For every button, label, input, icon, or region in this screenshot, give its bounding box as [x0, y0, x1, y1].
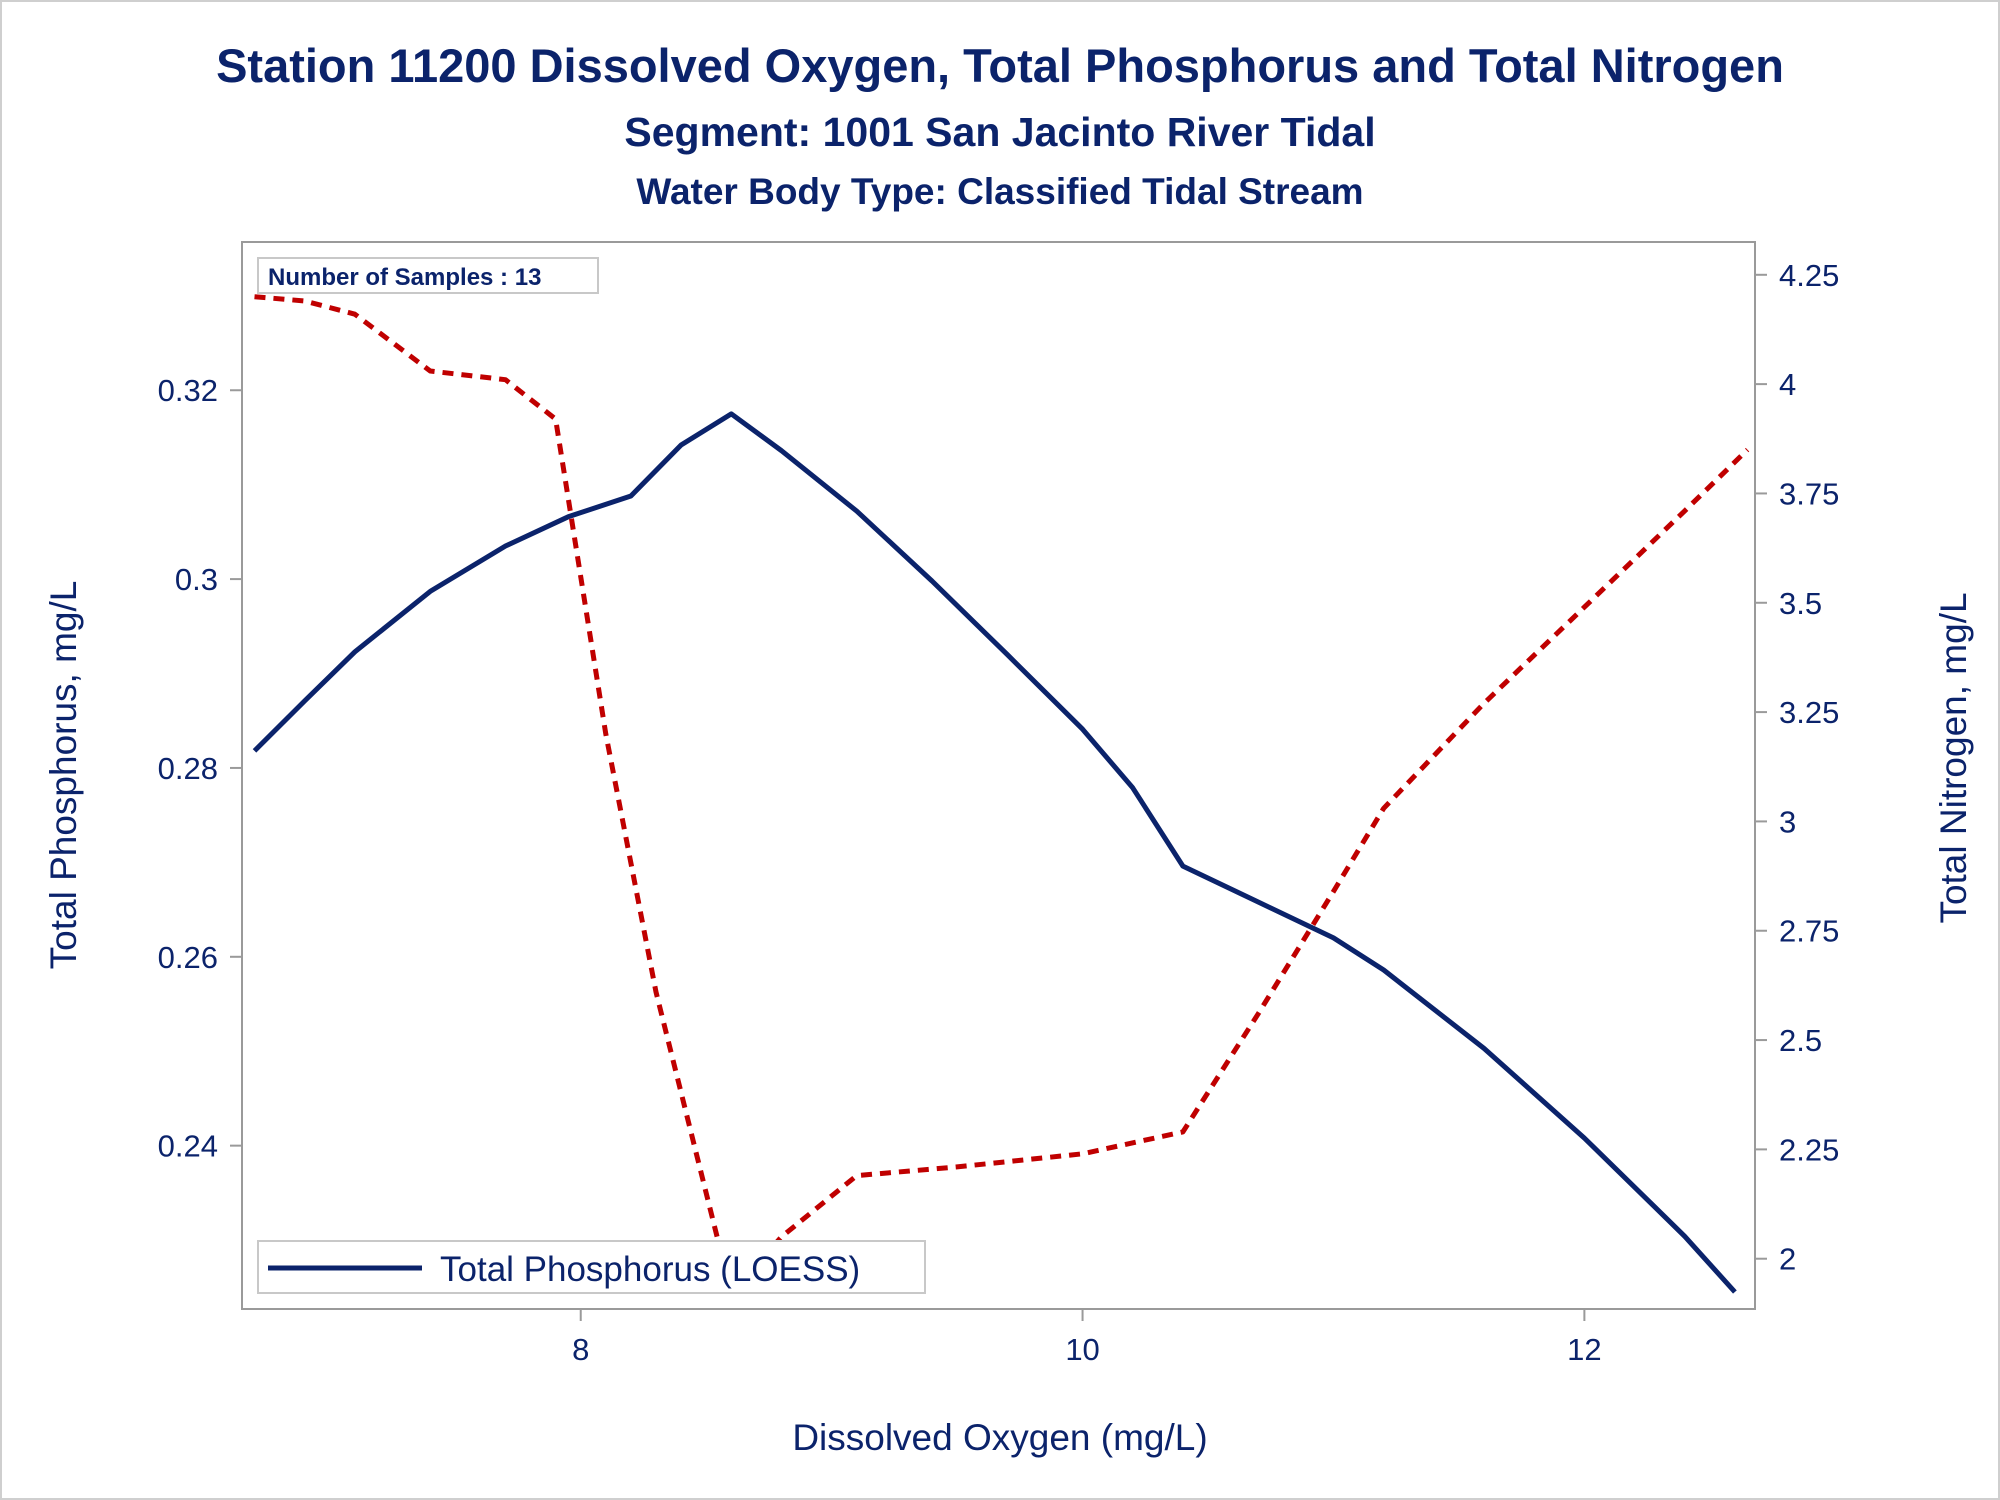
x-axis-label: Dissolved Oxygen (mg/L) [792, 1417, 1207, 1458]
legend: Total Phosphorus (LOESS) [257, 1240, 926, 1294]
y-tick-label: 0.32 [158, 373, 218, 408]
y-axis-left-ticks: 0.24 0.26 0.28 0.3 0.32 [158, 373, 242, 1164]
y-axis-right-ticks: 2 2.25 2.5 2.75 3 3.25 3.5 3.75 4 4.25 [1755, 258, 1839, 1277]
y2-tick-label: 3.5 [1779, 586, 1822, 621]
y2-tick-label: 3.75 [1779, 476, 1839, 511]
y2-tick-label: 3 [1779, 804, 1796, 839]
plot-area [241, 241, 1756, 1310]
y2-tick-label: 2 [1779, 1242, 1796, 1277]
y-axis-right-label: Total Nitrogen, mg/L [1933, 592, 1974, 923]
series-line-total-phosphorus [252, 411, 1737, 1294]
sample-count-label: Number of Samples : 13 [268, 264, 541, 291]
y2-tick-label: 4.25 [1779, 258, 1839, 293]
x-tick-label: 12 [1567, 1332, 1601, 1367]
series-line-total-nitrogen [254, 294, 1750, 1297]
x-axis-ticks: 8 10 12 [572, 1309, 1602, 1367]
y-axis-left-label: Total Phosphorus, mg/L [43, 581, 84, 970]
chart-subtitle: Segment: 1001 San Jacinto River Tidal [624, 109, 1375, 155]
y-tick-label: 0.26 [158, 940, 218, 975]
y2-tick-label: 4 [1779, 367, 1796, 402]
y2-tick-label: 2.5 [1779, 1023, 1822, 1058]
y2-tick-label: 3.25 [1779, 695, 1839, 730]
y2-tick-label: 2.75 [1779, 914, 1839, 949]
y-tick-label: 0.24 [158, 1129, 218, 1164]
y-tick-label: 0.3 [175, 562, 218, 597]
x-tick-label: 10 [1065, 1332, 1099, 1367]
legend-label-total-phosphorus: Total Phosphorus (LOESS) [440, 1250, 860, 1289]
y-tick-label: 0.28 [158, 751, 218, 786]
y2-tick-label: 2.25 [1779, 1132, 1839, 1167]
sample-count-box: Number of Samples : 13 [257, 257, 599, 294]
series-lines [252, 294, 1750, 1297]
chart-title: Station 11200 Dissolved Oxygen, Total Ph… [216, 39, 1784, 92]
chart-subtitle-2: Water Body Type: Classified Tidal Stream [636, 171, 1363, 212]
x-tick-label: 8 [572, 1332, 589, 1367]
